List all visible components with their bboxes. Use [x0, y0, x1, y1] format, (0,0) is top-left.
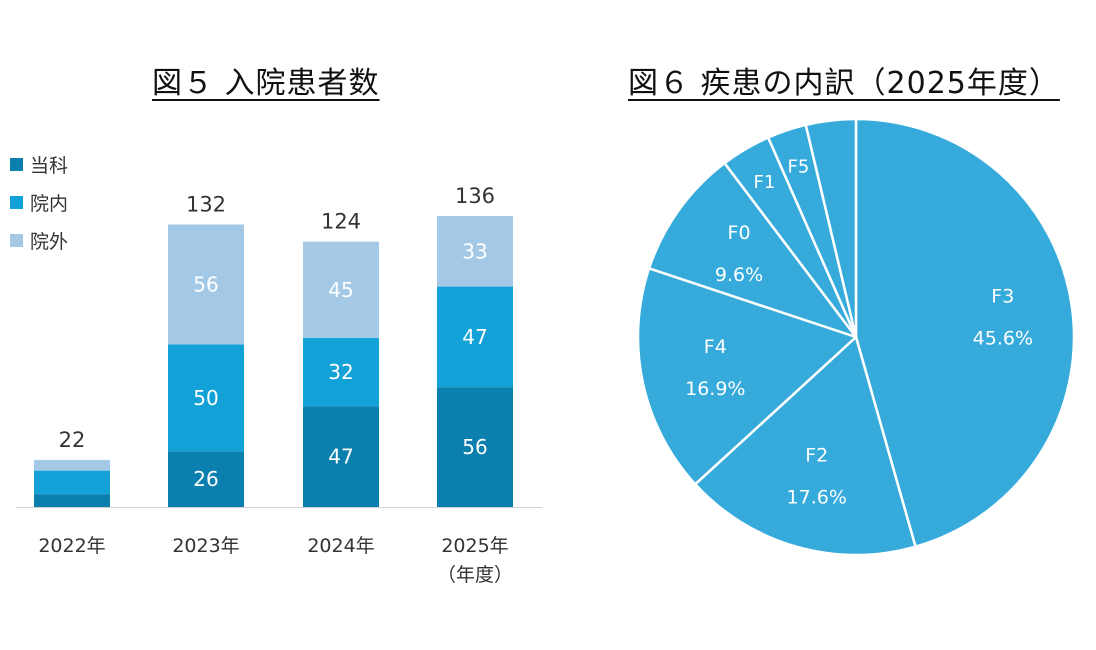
pie-slice-percent: 9.6% [715, 264, 763, 286]
x-tick-label: 2025年 [441, 535, 508, 557]
bar-value-label: 26 [193, 467, 218, 491]
x-tick-label: 2024年 [307, 535, 374, 557]
legend-item-innai: 院内 [10, 183, 68, 221]
bar-segment [34, 494, 110, 507]
bar-segment [303, 241, 379, 338]
bar-segment [168, 224, 244, 345]
x-tick-sublabel: （年度） [437, 564, 513, 586]
bar-total-label: 124 [321, 210, 361, 234]
bar-total-label: 136 [455, 184, 495, 208]
x-tick-label: 2023年 [172, 535, 239, 557]
pie-chart: F3 45.6% F2 17.6% F4 16.9% F0 9.6% F1 F5 [636, 117, 1076, 557]
pie-slice [804, 117, 858, 339]
bar-segment [303, 337, 379, 407]
pie-chart-title: 図６ 疾患の内訳（2025年度） [628, 66, 1060, 101]
bar-segment [437, 387, 513, 507]
legend-label: 当科 [30, 154, 69, 177]
legend-swatch [10, 195, 23, 209]
pie-slice-label: F0 [728, 222, 751, 244]
pie-slice-percent: 17.6% [787, 486, 847, 508]
pie-slice-label: F3 [991, 286, 1014, 308]
bar-segment [34, 459, 110, 471]
bar-value-label: 50 [193, 386, 218, 410]
bar-chart-title: 図５ 入院患者数 [152, 66, 380, 101]
legend-label: 院内 [30, 192, 69, 215]
pie-slice [854, 117, 1076, 548]
pie-slice-label: F4 [704, 336, 727, 358]
pie-slice-label: F5 [788, 156, 810, 177]
bar-value-label: 56 [462, 435, 487, 459]
pie-slice-label: F2 [805, 444, 828, 466]
legend-item-ingai: 院外 [10, 221, 68, 259]
bar-total-label: 22 [59, 428, 86, 452]
bar-chart-legend: 当科 院内 院外 [10, 145, 68, 259]
bar-segment [303, 406, 379, 507]
legend-swatch [10, 233, 23, 247]
pie-slice [647, 161, 858, 339]
bar-total-label: 132 [186, 193, 226, 217]
bar-segment [437, 215, 513, 287]
pie-slice-percent: 45.6% [973, 328, 1033, 350]
bar-value-label: 47 [462, 325, 487, 349]
pie-slice [693, 335, 917, 557]
bar-segment [34, 470, 110, 495]
bar-segment [168, 451, 244, 507]
bar-value-label: 33 [462, 239, 487, 263]
bar-segment [168, 344, 244, 452]
pie-slice-percent: 16.9% [685, 378, 745, 400]
bar-value-label: 45 [328, 278, 353, 302]
bar-chart: 22 2022年 26 50 56 132 2023年 47 32 45 124 2024年 56 47 3… [16, 184, 542, 586]
pie-slice [636, 267, 858, 486]
legend-swatch [10, 157, 23, 171]
bar-segment [437, 286, 513, 388]
legend-item-tōka: 当科 [10, 145, 68, 183]
bar-value-label: 47 [328, 445, 353, 469]
legend-label: 院外 [30, 230, 69, 253]
bar-value-label: 32 [328, 360, 353, 384]
bar-value-label: 56 [193, 272, 218, 296]
pie-slice-label: F1 [753, 172, 775, 193]
x-tick-label: 2022年 [38, 535, 105, 557]
